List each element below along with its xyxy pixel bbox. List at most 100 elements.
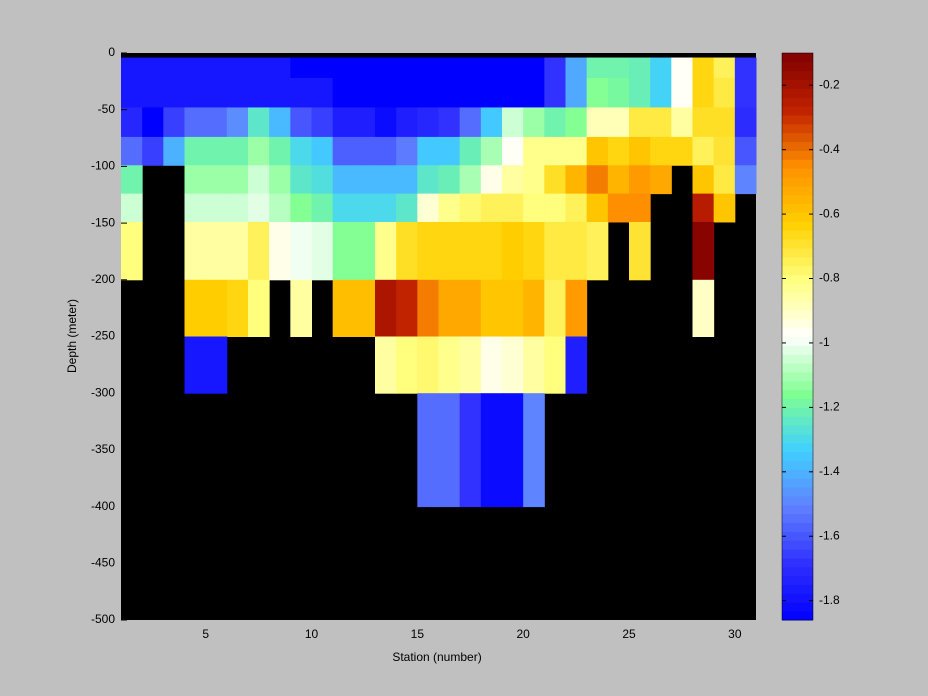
heatmap-cell [692,57,715,79]
heatmap-cell [311,193,334,223]
heatmap-cell [544,279,566,337]
heatmap-cell [565,165,588,195]
colorbar-segment [782,70,813,81]
colorbar-segment [782,469,813,479]
heatmap-cell [734,57,757,79]
y-tick-label: -300 [91,385,115,399]
heatmap-cell [502,77,524,108]
heatmap-cell [629,193,651,223]
colorbar-segment [782,513,813,524]
colorbar-segment [782,327,813,337]
colorbar-segment [782,318,813,329]
heatmap-cell [290,57,312,79]
heatmap-cell [226,221,249,281]
heatmap-cell [459,393,482,508]
heatmap-cell [502,279,524,337]
heatmap-cell [650,136,672,166]
heatmap-cell [713,136,736,166]
heatmap-cell [332,279,355,337]
x-tick-label: 15 [411,627,425,641]
heatmap-cell [586,57,609,79]
heatmap-cell [523,393,545,508]
colorbar-segment [782,611,813,621]
heatmap-cell [438,279,461,337]
heatmap-cell [417,336,439,394]
y-tick-label: -450 [91,555,115,569]
heatmap-cell [396,107,418,138]
heatmap-cell [290,279,312,337]
heatmap-cell [502,165,524,195]
heatmap-cell [417,221,439,281]
heatmap-cell [396,336,418,394]
heatmap-cell [417,393,439,508]
colorbar-segment [782,602,813,612]
colorbar-segment [782,363,813,373]
heatmap-cell [248,57,270,79]
heatmap-cell [629,165,651,195]
heatmap-cell [375,77,397,108]
colorbar-segment [782,106,813,116]
heatmap-cell [459,136,482,166]
colorbar-tick-label: -0.8 [819,271,840,285]
heatmap-cell [629,107,651,138]
colorbar-segment [782,132,813,143]
heatmap-cell [205,107,228,138]
colorbar-segment [782,380,813,391]
heatmap-cell [163,136,185,166]
colorbar-segment [782,53,813,63]
heatmap-cell [205,77,228,108]
y-tick-label: -500 [91,612,115,626]
colorbar-segment [782,416,813,426]
heatmap-cell [248,193,270,223]
heatmap-cell [438,393,461,508]
heatmap-cell [502,193,524,223]
x-tick-label: 25 [622,627,636,641]
x-tick-label: 5 [202,627,209,641]
heatmap-cell [290,77,312,108]
heatmap-cell [375,165,397,195]
colorbar-tick-label: -1.6 [819,528,840,542]
heatmap-cell [353,193,376,223]
heatmap-cell [248,77,270,108]
heatmap-cell [121,165,143,195]
colorbar-segment [782,283,813,293]
colorbar-tick-label: -0.2 [819,77,840,91]
heatmap-cell [713,165,736,195]
colorbar: -1.8 -1.6 -1.4 -1.2 -1 -0.8 -0.6 -0.4 -0.2 [781,52,840,621]
colorbar-segment [782,407,813,417]
colorbar-segment [782,398,813,408]
heatmap-cell [269,136,291,166]
heatmap-cell [438,336,461,394]
colorbar-segment [782,584,813,594]
heatmap-cell [523,336,545,394]
colorbar-segment [782,221,813,231]
heatmap-cell [629,221,651,281]
heatmap-cell [332,107,355,138]
heatmap-cell [332,136,355,166]
colorbar-segment [782,230,813,240]
heatmap-cell [121,107,143,138]
heatmap-cell [480,107,503,138]
heatmap-cell [480,193,503,223]
heatmap-cell [353,136,376,166]
heatmap-cell [353,279,376,337]
heatmap-cell [142,57,164,79]
colorbar-segment [782,177,813,187]
heatmap-cell [311,57,334,79]
heatmap-cell [184,165,207,195]
heatmap-cell [502,393,524,508]
heatmap-cell [290,107,312,138]
heatmap-cell [502,107,524,138]
heatmap-cell [163,77,185,108]
heatmap-cell [459,77,482,108]
colorbar-segment [782,531,813,541]
heatmap-cell [650,77,672,108]
heatmap-cell [226,77,249,108]
y-tick-label: -200 [91,272,115,286]
heatmap-cell [142,136,164,166]
heatmap-cell [396,57,418,79]
heatmap-cell [544,193,566,223]
heatmap-cell [734,165,757,195]
